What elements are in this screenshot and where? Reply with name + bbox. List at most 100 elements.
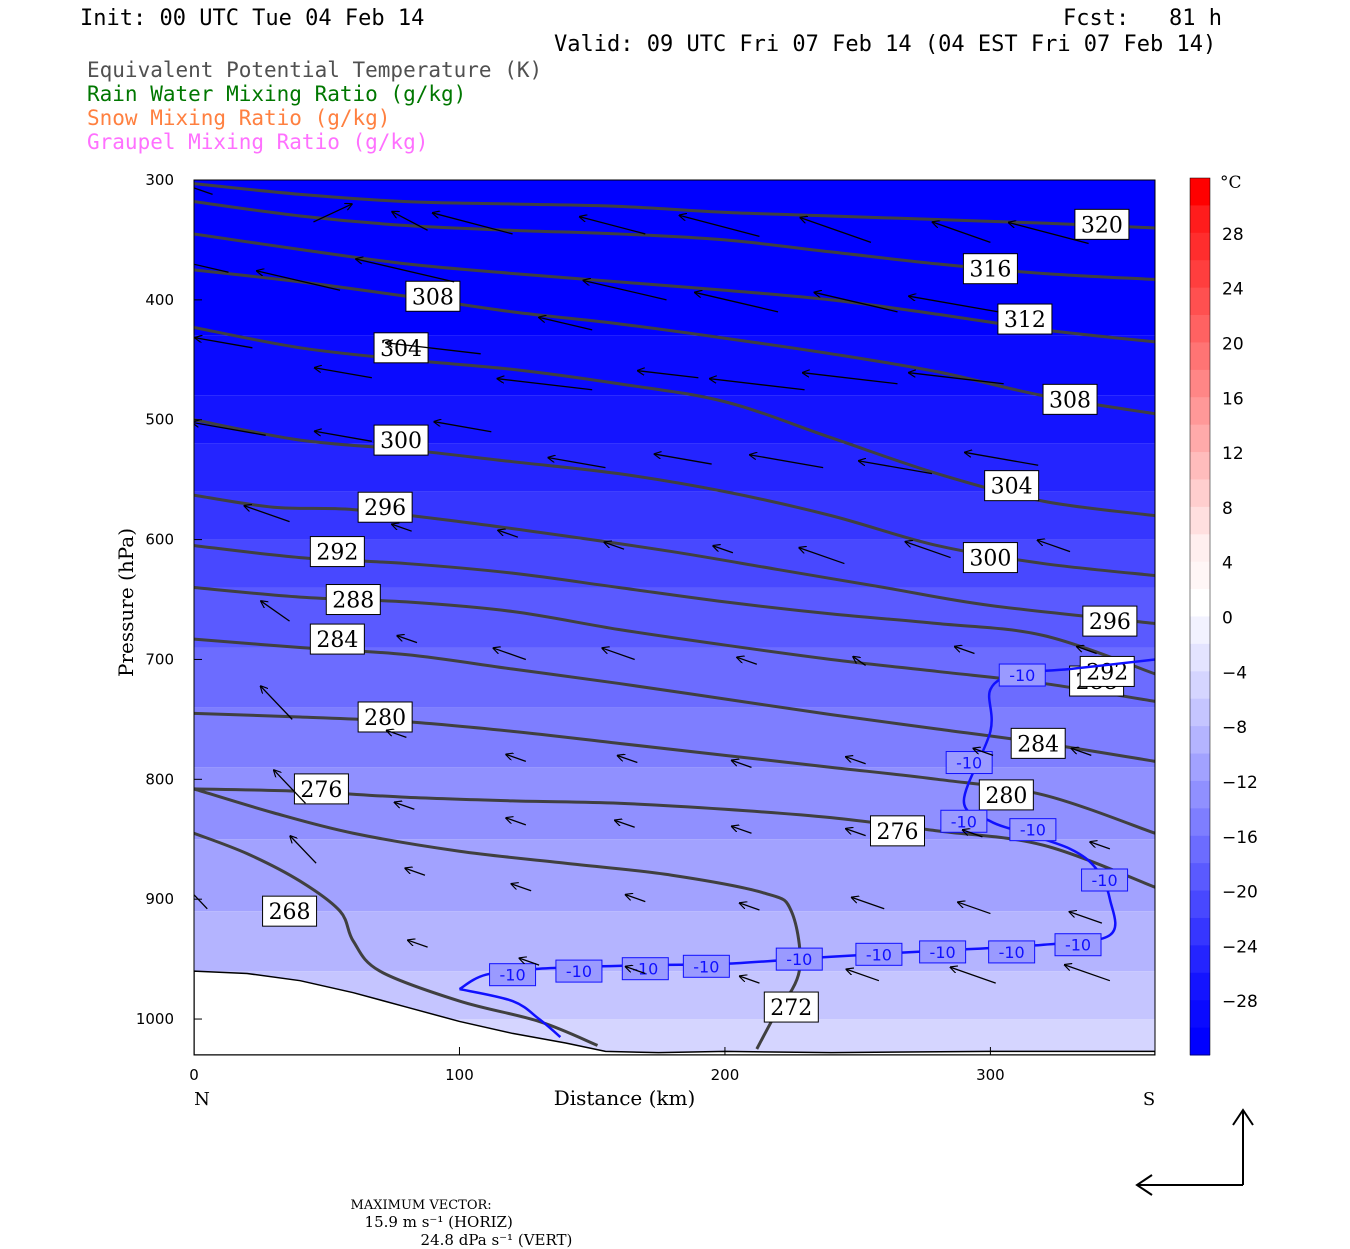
- temperature-band: [194, 335, 1155, 396]
- wind-vector: [679, 215, 760, 237]
- colorbar-unit: °C: [1220, 173, 1242, 193]
- wind-vector: [638, 371, 699, 379]
- wind-vector: [710, 379, 805, 391]
- svg-text:300: 300: [380, 429, 422, 454]
- y-tick-label: 400: [145, 291, 174, 309]
- y-tick-label: 600: [145, 531, 174, 549]
- wind-vector: [511, 884, 532, 892]
- colorbar-band: [1190, 616, 1210, 645]
- wind-vector: [618, 756, 638, 764]
- colorbar-band: [1190, 808, 1210, 837]
- wind-vector: [395, 802, 415, 810]
- wind-vector: [803, 373, 898, 385]
- footer-max-label: MAXIMUM VECTOR:: [350, 1198, 492, 1213]
- theta-e-label: 320: [1074, 208, 1130, 240]
- wind-vector: [261, 686, 293, 720]
- colorbar-band: [1190, 972, 1210, 1001]
- theta-e-label: 304: [373, 332, 429, 364]
- colorbar-tick-label: 0: [1222, 609, 1233, 629]
- wind-vector: [604, 542, 625, 550]
- wind-vector: [955, 647, 975, 655]
- colorbar-tick-label: −16: [1222, 828, 1258, 848]
- theta-e-line: [194, 787, 802, 1050]
- isotherm-label: -10: [1081, 868, 1129, 892]
- theta-e-label: 312: [997, 303, 1053, 335]
- svg-text:300: 300: [969, 547, 1011, 572]
- wind-vector: [963, 830, 983, 838]
- svg-text:284: 284: [1017, 732, 1059, 757]
- theta-e-label: 308: [405, 280, 461, 312]
- wind-vector: [397, 636, 418, 644]
- colorbar-tick-label: −28: [1222, 992, 1258, 1012]
- colorbar-frame: [1189, 177, 1211, 1056]
- wind-vector: [315, 368, 372, 379]
- wind-vector: [1077, 647, 1097, 655]
- colorbar-band: [1190, 1000, 1210, 1029]
- svg-text:-10: -10: [999, 943, 1025, 962]
- footer-horiz: 15.9 m s⁻¹ (HORIZ): [364, 1213, 513, 1231]
- colorbar-tick-label: 20: [1222, 334, 1244, 354]
- wind-vector: [799, 548, 845, 565]
- theta-e-label: 284: [1010, 727, 1066, 759]
- svg-text:-10: -10: [866, 945, 892, 964]
- svg-text:308: 308: [1049, 388, 1091, 413]
- wind-vector: [274, 770, 306, 804]
- wind-vector: [580, 217, 646, 235]
- theta-e-label: 292: [1079, 655, 1135, 687]
- svg-text:296: 296: [364, 496, 406, 521]
- colorbar-band: [1190, 369, 1210, 398]
- y-tick-label: 700: [145, 650, 174, 668]
- wind-vector: [950, 967, 996, 984]
- theta-e-line: [194, 831, 599, 1047]
- svg-text:-10: -10: [951, 812, 977, 831]
- theta-e-label: 300: [373, 424, 429, 456]
- theta-e-contours: 2682722762762802802842842882882922922962…: [194, 182, 1155, 1050]
- svg-text:268: 268: [269, 900, 311, 925]
- wind-vector: [654, 454, 712, 465]
- colorbar-band: [1190, 287, 1210, 316]
- svg-text:304: 304: [380, 337, 422, 362]
- theta-e-line: [194, 493, 1155, 625]
- reference-vector: [1135, 1108, 1254, 1196]
- wind-vector: [750, 455, 824, 469]
- colorbar-band: [1190, 342, 1210, 371]
- svg-text:316: 316: [969, 258, 1011, 283]
- theta-e-line: [194, 182, 1155, 230]
- wind-vector: [615, 820, 635, 828]
- isotherm-label: -10: [1009, 818, 1057, 842]
- wind-vector: [853, 657, 867, 666]
- wind-vector: [498, 530, 519, 538]
- theta-e-label: 276: [293, 773, 349, 805]
- wind-vector: [932, 222, 991, 243]
- colorbar-band: [1190, 863, 1210, 892]
- wind-vector: [539, 317, 593, 331]
- colorbar: 28 24 20 16 12 8 4 0 −4 −8 −12 −16 −20 −24 −28 °C: [1189, 173, 1258, 1056]
- isotherm-label: -10: [775, 947, 823, 971]
- temperature-band: [194, 395, 1155, 444]
- wind-vector: [846, 757, 866, 765]
- isotherm-label: -10: [682, 954, 730, 978]
- colorbar-tick-label: 8: [1222, 499, 1233, 519]
- colorbar-tick-label: −20: [1222, 883, 1258, 903]
- wind-vectors: [194, 187, 1111, 984]
- colorbar-band: [1190, 945, 1210, 974]
- wind-vector: [583, 280, 667, 301]
- theta-e-label: 300: [962, 542, 1018, 574]
- theta-e-label: 276: [869, 815, 925, 847]
- wind-vector: [740, 903, 760, 911]
- wind-vector: [909, 296, 999, 313]
- axes: 300 400 500 600 700 800 900 1000 0 100 200 300 N S Dis…: [114, 171, 1155, 1110]
- wind-vector: [958, 902, 991, 915]
- colorbar-band: [1190, 726, 1210, 755]
- svg-text:276: 276: [876, 820, 918, 845]
- theta-e-label: 296: [1082, 605, 1138, 637]
- wind-vector: [846, 829, 866, 837]
- colorbar-band: [1190, 424, 1210, 453]
- svg-text:304: 304: [991, 475, 1033, 500]
- theta-e-label: 296: [357, 491, 413, 523]
- wind-vector: [737, 657, 758, 665]
- colorbar-band: [1190, 753, 1210, 782]
- colorbar-tick-label: 16: [1222, 389, 1244, 409]
- colorbar-band: [1190, 315, 1210, 343]
- isotherm-label: -10: [1054, 933, 1102, 957]
